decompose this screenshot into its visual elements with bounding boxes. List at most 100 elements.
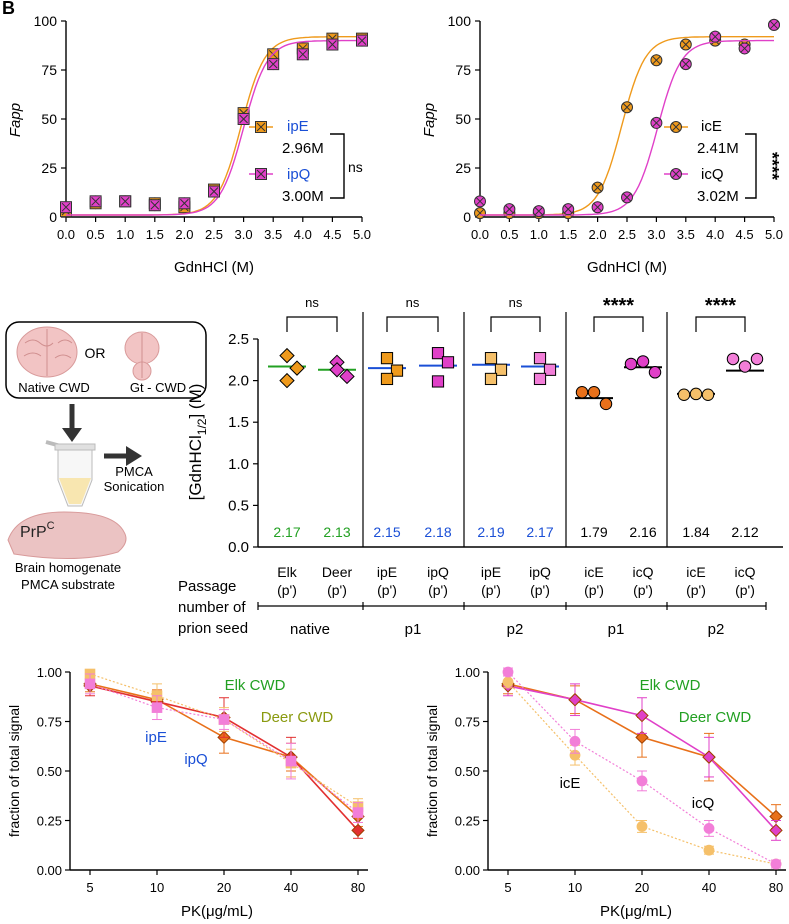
panel-d-chart: fraction of total signal PK(μg/mL) Elk C… [6, 665, 368, 920]
panel-a-x-tick-label: 1.0 [116, 227, 134, 242]
native-brain-icon [16, 326, 78, 378]
panel-a-x-tick-label: 2.0 [175, 227, 193, 242]
panel-a-y-tick-label: 50 [41, 111, 57, 127]
panel-e-data-point-icQ [569, 735, 581, 747]
panel-b-legend-icq: icQ [701, 166, 724, 183]
panel-e-data-point-Deer-CWD [635, 708, 649, 723]
panel-c-passage-label: p2 [507, 621, 524, 638]
panel-b-y-label: Fapp [421, 103, 438, 137]
panel-b-x-tick-label: 3.5 [677, 227, 695, 242]
panel-a-x-tick-label: 3.0 [235, 227, 253, 242]
panel-c-passage-label: p1 [405, 621, 422, 638]
panel-c-significance: ns [305, 295, 319, 310]
panel-e-y-tick-label: 0.50 [455, 764, 480, 779]
panel-d-x-tick-label: 5 [86, 880, 93, 895]
panel-a-comparison-bracket [330, 133, 345, 199]
panel-b-legend-cross [671, 169, 681, 179]
native-cwd-label: Native CWD [18, 380, 90, 395]
panel-b-y-tick-label: 0 [463, 209, 471, 225]
panel-c-significance: ns [406, 295, 420, 310]
panel-a-legend-ipe: ipE [287, 118, 309, 135]
panel-c-value-label: 1.79 [580, 524, 607, 540]
panel-a-x-tick-label: 4.5 [323, 227, 341, 242]
row-label-line-2: number of [178, 599, 246, 616]
panel-c-data-point [289, 360, 305, 376]
panel-c-group-sublabel: (p') [633, 582, 653, 598]
panel-c-group-sublabel: (p') [686, 582, 706, 598]
pmca-tube-icon [45, 440, 96, 507]
panel-c-data-point [380, 372, 394, 386]
panel-d-x-tick-label: 10 [150, 880, 164, 895]
panel-c-chart: [GdnHCl1/2] (M) Passage number of prion … [178, 295, 783, 638]
panel-c-group-label: Elk [277, 564, 297, 580]
panel-c-data-point [750, 352, 764, 366]
panel-c-value-label: 1.84 [682, 524, 709, 540]
panel-c-group-sublabel: (p') [428, 582, 448, 598]
panel-b-x-tick-label: 3.0 [647, 227, 665, 242]
panel-a-fit-curve-ipQ [66, 39, 362, 216]
row-label-line-3: prion seed [178, 620, 248, 637]
panel-a-data-point-cross [239, 114, 248, 124]
panel-a-data-point-cross [328, 40, 337, 49]
panel-c-passage-label: p2 [708, 621, 725, 638]
panel-a-chart: Fapp GdnHCl (M) ipE 2.96M ipQ 3.00M ns 0… [7, 13, 371, 276]
panel-b-y-tick-label: 100 [448, 13, 472, 29]
panel-a-data-point-cross [120, 196, 130, 206]
panel-c-value-label: 2.17 [273, 524, 300, 540]
panel-c-y-tick-label: 1.5 [228, 414, 249, 431]
panel-b-chart: Fapp GdnHCl (M) icE 2.41M icQ 3.02M ****… [421, 13, 783, 276]
panel-d-data-point-ipQ [218, 714, 230, 725]
panel-b-data-point-cross [652, 55, 661, 65]
gt-cwd-label: Gt - CWD [130, 380, 186, 395]
panel-b-y-tick-label: 50 [455, 111, 471, 127]
panel-b-data-point-cross [710, 32, 720, 42]
panel-c-group-sublabel: (p') [481, 582, 501, 598]
panel-d-y-tick-label: 0.50 [37, 764, 62, 779]
panel-c-comparison-bracket [593, 316, 644, 332]
down-arrow-head [62, 428, 82, 442]
panel-b-data-point-cross [563, 204, 573, 214]
panel-a-significance: ns [348, 159, 363, 175]
panel-e-x-tick-label: 80 [769, 880, 783, 895]
panel-c-data-point [636, 355, 650, 368]
substrate-line-1: Brain homogenate [15, 560, 121, 575]
panel-a-legend-cross [256, 169, 266, 179]
panel-c-data-point [431, 347, 445, 360]
panel-c-group-label: icQ [735, 564, 756, 580]
panel-a-data-point-cross [298, 49, 308, 59]
panel-c-significance: **** [603, 295, 634, 317]
panel-e-x-tick-label: 5 [504, 880, 511, 895]
panel-a-data-point-cross [357, 36, 367, 45]
panel-c-data-point [533, 372, 547, 386]
right-arrow-head [126, 446, 142, 466]
panel-b-x-tick-label: 2.0 [589, 227, 607, 242]
panel-c-group-label: icE [686, 564, 705, 580]
sonication-label: Sonication [104, 479, 165, 494]
panel-d-y-tick-label: 0.25 [37, 814, 62, 829]
panel-c-value-label: 2.12 [731, 524, 758, 540]
panel-c-data-point [543, 363, 557, 376]
panel-d-annotation-ipe: ipE [145, 729, 167, 746]
panel-c-data-point [533, 352, 547, 365]
panel-a-y-label: Fapp [7, 103, 24, 137]
panel-c-data-point [339, 368, 355, 385]
panel-d-y-tick-label: 0.00 [37, 863, 62, 878]
panel-b-significance: **** [762, 152, 782, 180]
panel-d-annotation-deer: Deer CWD [261, 709, 334, 726]
panel-c-data-point [484, 372, 498, 386]
panel-c-data-point [599, 397, 613, 411]
panel-c-y-label: [GdnHCl1/2] (M) [186, 384, 209, 501]
panel-e-data-point-Elk-CWD [635, 730, 649, 745]
panel-c-data-point [701, 388, 715, 401]
panel-e-chart: fraction of total signal PK(μg/mL) Elk C… [424, 665, 786, 920]
panel-d-data-point-ipQ [84, 678, 96, 690]
panel-c-group-label: ipQ [427, 564, 449, 580]
panel-e-data-point-Deer-CWD [568, 693, 582, 707]
panel-e-y-tick-label: 0.75 [455, 715, 480, 730]
panel-e-data-point-icE [636, 821, 648, 832]
panel-c-value-label: 2.17 [526, 524, 553, 540]
panel-d-y-label: fraction of total signal [6, 705, 22, 837]
panel-e-x-tick-label: 10 [568, 880, 582, 895]
panel-c-value-label: 2.15 [373, 524, 400, 540]
panel-a-midpoint-ipq: 3.00M [282, 188, 324, 205]
